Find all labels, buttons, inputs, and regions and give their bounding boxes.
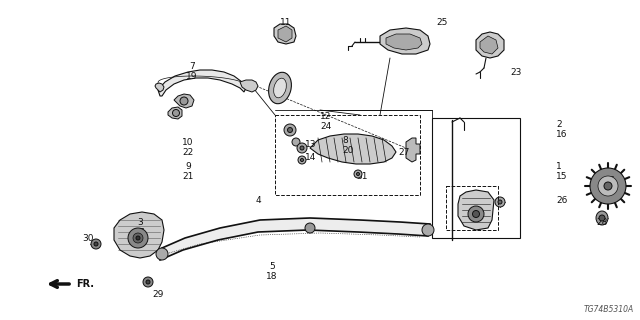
Circle shape [136,236,140,240]
Polygon shape [278,26,292,42]
Circle shape [468,206,484,222]
Polygon shape [168,107,182,119]
Text: 5
18: 5 18 [266,262,278,281]
Bar [275,115,420,195]
Text: 28: 28 [596,218,607,227]
Circle shape [146,280,150,284]
Text: 25: 25 [436,18,448,27]
Text: 8
20: 8 20 [342,136,353,155]
Polygon shape [406,138,420,162]
Polygon shape [310,134,396,164]
Circle shape [590,168,626,204]
Ellipse shape [596,211,608,225]
Text: 27: 27 [398,148,410,157]
Circle shape [297,143,307,153]
Ellipse shape [274,78,286,98]
Ellipse shape [269,72,291,104]
Circle shape [287,127,292,132]
Circle shape [298,156,306,164]
Polygon shape [274,24,296,44]
Text: 13: 13 [305,140,317,149]
Polygon shape [160,218,430,260]
Text: 6: 6 [608,176,614,185]
Circle shape [143,277,153,287]
Circle shape [94,242,98,246]
Circle shape [599,215,605,221]
Polygon shape [458,190,494,230]
Text: 4: 4 [256,196,262,205]
Text: 30: 30 [83,234,93,243]
Polygon shape [174,94,194,108]
Text: 23: 23 [510,68,522,77]
Text: FR.: FR. [76,279,94,289]
Text: 11: 11 [280,18,292,27]
Polygon shape [480,36,498,54]
Polygon shape [386,34,422,50]
Circle shape [128,228,148,248]
Text: 26: 26 [556,196,568,205]
Circle shape [173,109,179,116]
Polygon shape [158,70,246,96]
Circle shape [495,197,505,207]
Circle shape [300,146,304,150]
Circle shape [133,233,143,243]
Circle shape [356,172,360,175]
Text: 31: 31 [356,172,367,181]
Circle shape [284,124,296,136]
Text: 12
24: 12 24 [320,112,332,131]
Circle shape [472,211,479,218]
Polygon shape [114,212,164,258]
Circle shape [422,224,434,236]
Text: 1
15: 1 15 [556,162,568,181]
Circle shape [292,138,300,146]
Polygon shape [380,28,430,54]
Polygon shape [476,32,504,58]
Text: 3
17: 3 17 [134,218,146,237]
Circle shape [498,200,502,204]
Bar [432,118,520,238]
Circle shape [91,239,101,249]
Text: 10
22: 10 22 [182,138,194,157]
Circle shape [354,170,362,178]
Text: 7
19: 7 19 [186,62,198,81]
Text: 14: 14 [305,153,316,162]
Text: 29: 29 [152,290,163,299]
Polygon shape [240,80,258,92]
Circle shape [180,97,188,105]
Circle shape [156,248,168,260]
Text: 2
16: 2 16 [556,120,568,139]
Circle shape [598,176,618,196]
Circle shape [301,158,303,162]
Text: TG74B5310A: TG74B5310A [584,305,634,314]
Circle shape [305,223,315,233]
Polygon shape [155,83,164,92]
Bar [446,186,498,230]
Text: 9
21: 9 21 [182,162,194,181]
Circle shape [604,182,612,190]
